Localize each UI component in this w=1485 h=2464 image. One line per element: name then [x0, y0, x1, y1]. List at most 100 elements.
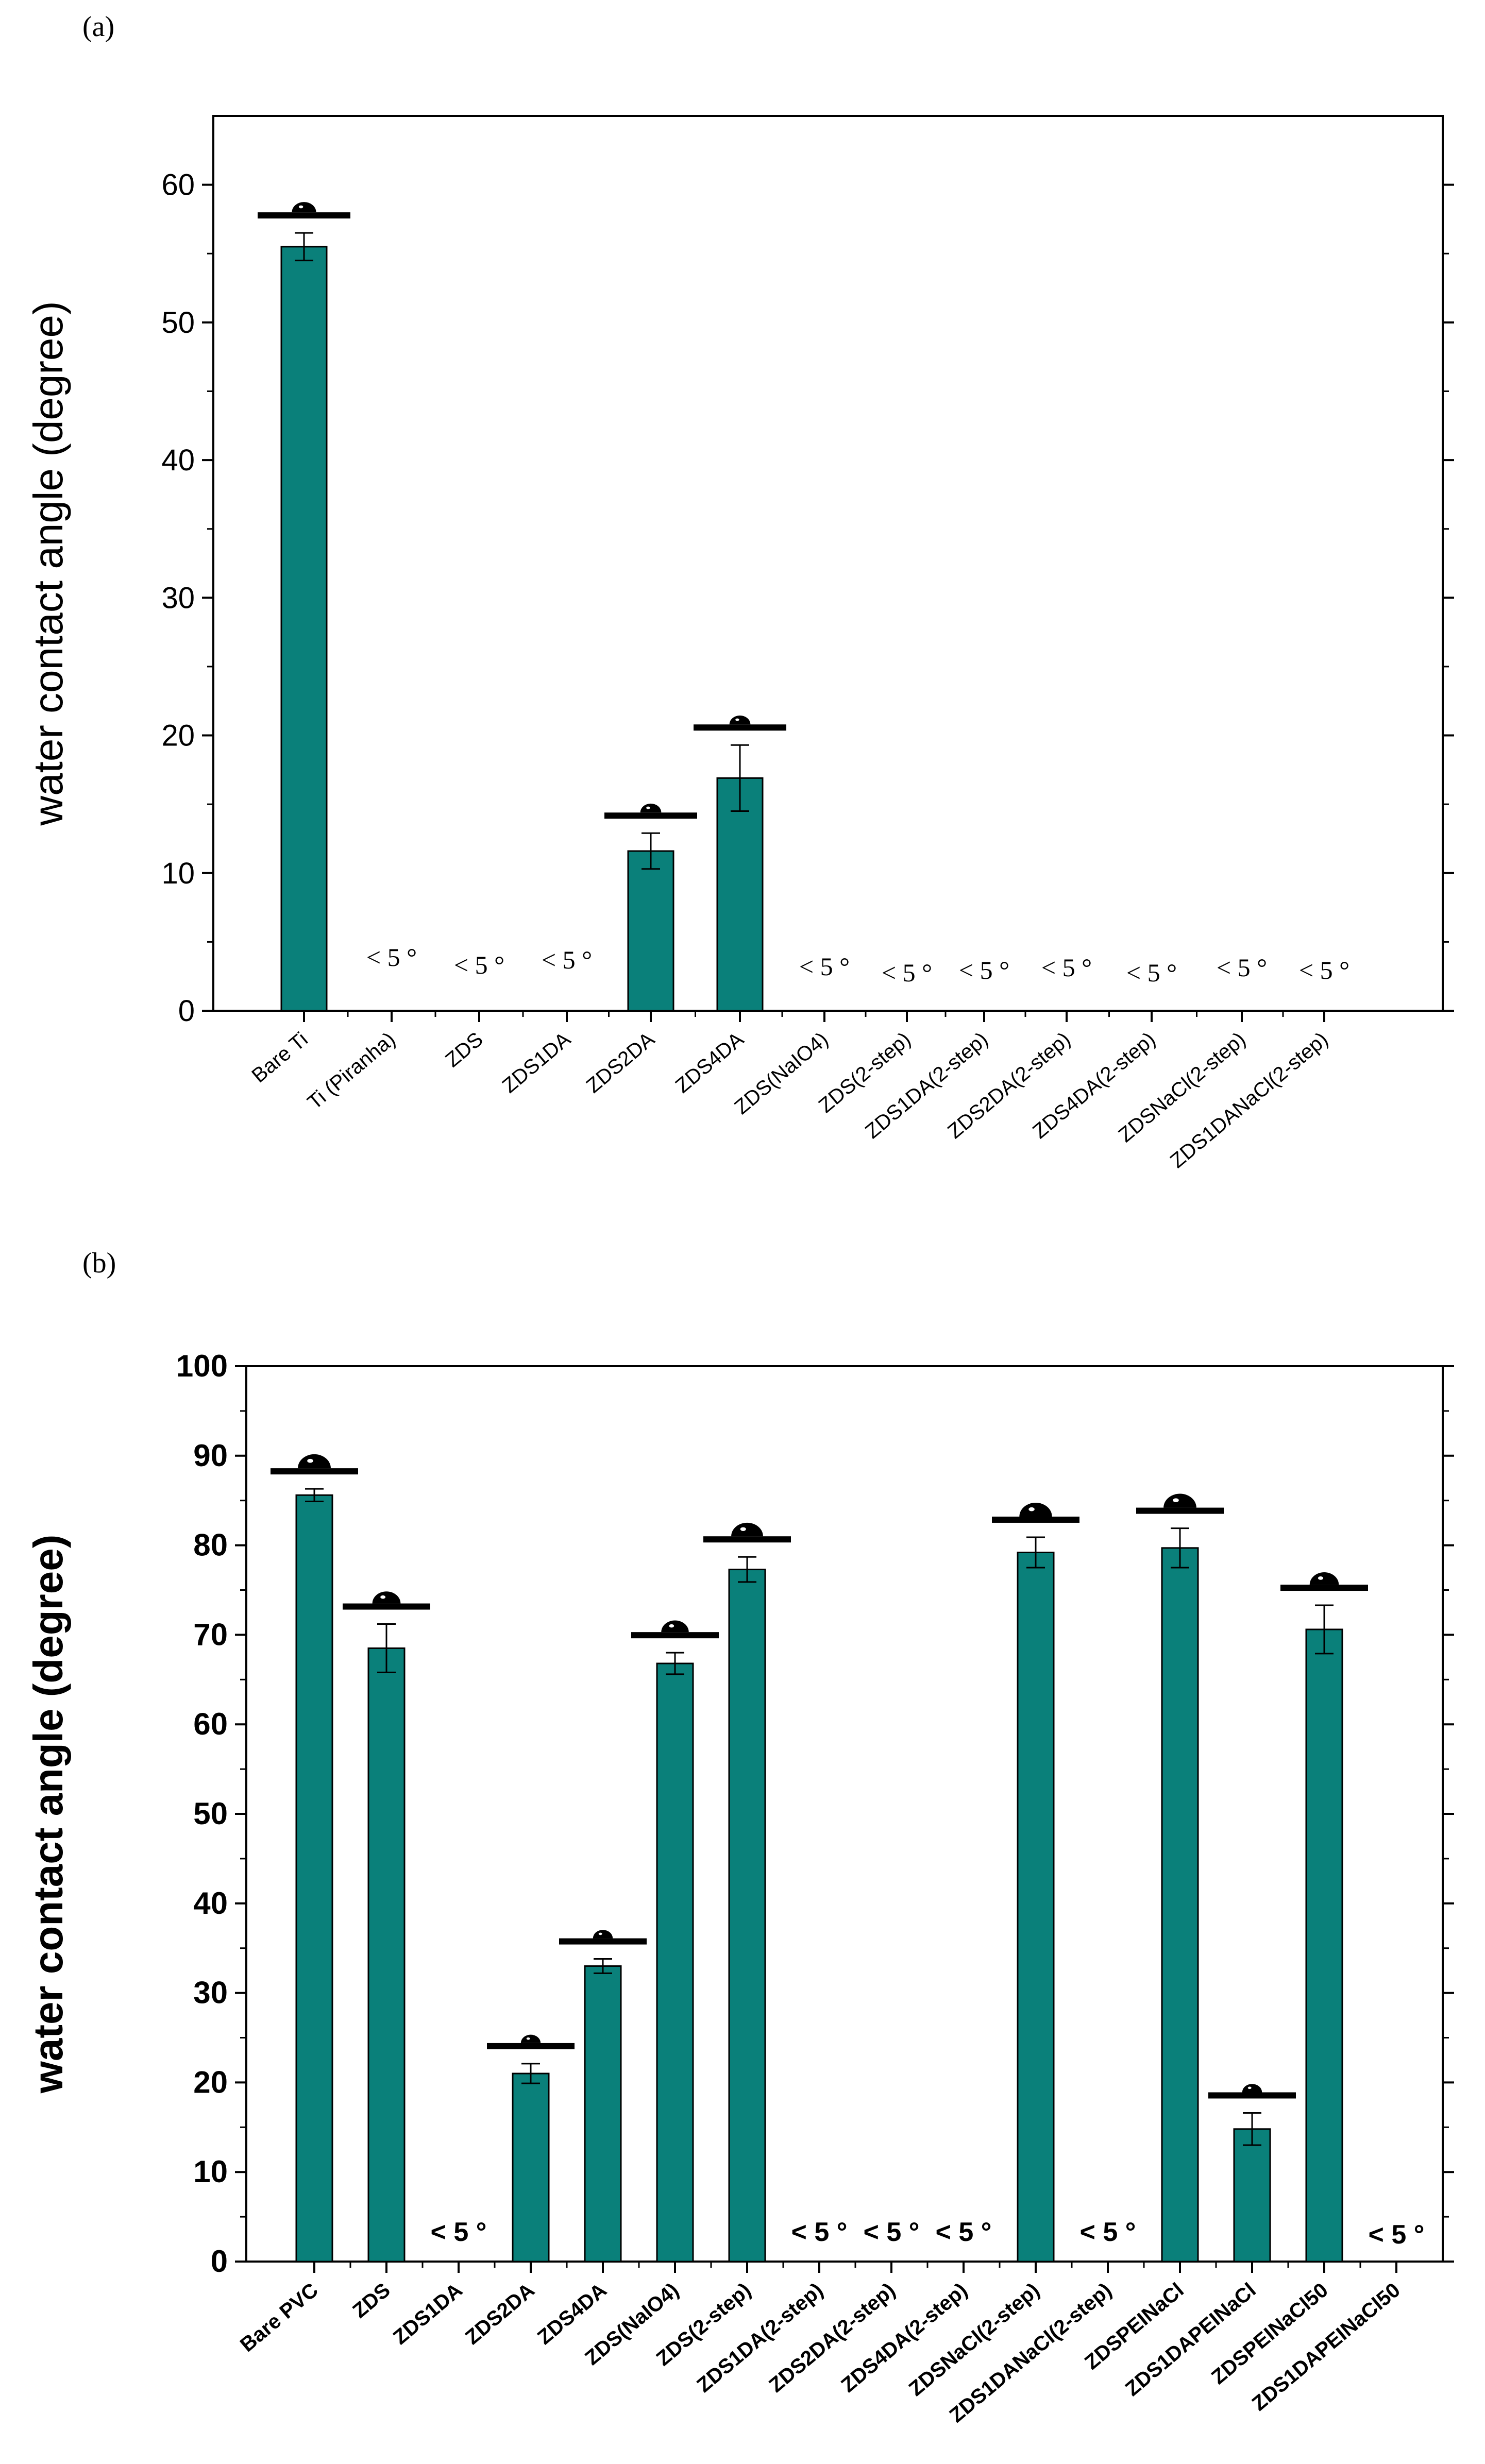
droplet-image — [1136, 1493, 1224, 1514]
y-tick-label: 50 — [193, 1796, 228, 1831]
droplet-highlight — [735, 718, 739, 721]
y-tick-label: 90 — [193, 1438, 228, 1473]
droplet-highlight — [1318, 1576, 1324, 1580]
below-detection-label: < 5 ° — [1217, 953, 1267, 982]
below-detection-label: < 5 ° — [431, 2217, 487, 2247]
droplet-shape — [661, 1620, 689, 1633]
droplet-shape — [640, 803, 662, 813]
below-detection-label: < 5 ° — [454, 950, 504, 979]
y-tick-label: 10 — [193, 2154, 228, 2189]
bar — [1305, 1628, 1343, 2263]
droplet-image — [258, 202, 350, 219]
below-detection-label: < 5 ° — [1041, 953, 1092, 982]
category-label: ZDS1DANaCl(2-step) — [1166, 1028, 1332, 1172]
bar — [1017, 1552, 1055, 2263]
y-tick-label: 60 — [193, 1707, 228, 1741]
y-tick-label: 30 — [193, 1976, 228, 2010]
below-detection-label: < 5 ° — [1126, 958, 1177, 987]
bar — [716, 777, 764, 1012]
panel-a: (a) 0 10 20 30 40 50 60 water contact angle (deg… — [25, 11, 1454, 1172]
plot-frame — [212, 115, 1444, 1012]
droplet-image — [1208, 2084, 1296, 2099]
droplet-highlight — [307, 1458, 313, 1463]
bar — [584, 1965, 622, 2263]
droplet-image — [604, 803, 697, 819]
below-detection-label: < 5 ° — [542, 945, 592, 974]
bar — [367, 1647, 406, 2263]
droplet-image — [487, 2034, 575, 2049]
droplet-substrate — [258, 212, 350, 219]
category-label: ZDS — [348, 2279, 395, 2322]
y-tick-label: 20 — [161, 719, 195, 753]
y-tick-label: 70 — [193, 1617, 228, 1652]
droplet-highlight — [1028, 1507, 1035, 1511]
y-tick-label: 10 — [161, 857, 195, 890]
droplet-highlight — [526, 2037, 530, 2040]
y-tick-label: 40 — [161, 444, 195, 477]
droplet-image — [559, 1930, 647, 1945]
droplet-substrate — [631, 1632, 719, 1639]
droplet-shape — [731, 1522, 763, 1537]
category-label: ZDS1DA(2-step) — [693, 2279, 828, 2397]
category-label: Bare PVC — [236, 2279, 323, 2356]
category-label: ZDS1DAPEINaCl — [1121, 2279, 1260, 2401]
y-tick-label: 50 — [161, 306, 195, 339]
droplet-image — [1280, 1572, 1368, 1591]
plot-frame — [245, 1365, 1444, 2263]
below-detection-label: < 5 ° — [791, 2217, 848, 2247]
droplet-image — [694, 715, 786, 731]
category-label: ZDS(NaIO4) — [730, 1028, 833, 1119]
droplet-image — [992, 1503, 1079, 1523]
y-tick-label: 40 — [193, 1886, 228, 1921]
category-label: ZDS4DA(2-step) — [837, 2279, 972, 2397]
droplet-shape — [593, 1930, 613, 1939]
below-detection-label: < 5 ° — [1299, 956, 1349, 984]
category-label: ZDS2DA — [461, 2279, 539, 2349]
category-label: ZDSNaCl(2-step) — [905, 2279, 1044, 2401]
droplet-highlight — [380, 1595, 386, 1599]
droplet-substrate — [703, 1536, 791, 1543]
bar — [728, 1569, 766, 2263]
droplet-shape — [520, 2034, 541, 2043]
below-detection-label: < 5 ° — [959, 956, 1009, 984]
droplet-shape — [372, 1591, 401, 1604]
category-label: ZDS4DA — [671, 1028, 748, 1097]
droplet-image — [631, 1620, 719, 1639]
panel-b: (b) 0 10 20 30 40 50 60 70 80 90 100 water contact a… — [25, 1247, 1454, 2427]
below-detection-label: < 5 ° — [882, 958, 932, 987]
droplet-shape — [292, 202, 316, 213]
below-detection-label: < 5 ° — [864, 2217, 920, 2247]
below-detection-label: < 5 ° — [1080, 2217, 1136, 2247]
droplet-substrate — [559, 1938, 647, 1945]
y-tick-label: 30 — [161, 581, 195, 615]
category-label: Bare Ti — [247, 1028, 312, 1087]
droplet-substrate — [1280, 1585, 1368, 1591]
droplet-image — [271, 1454, 358, 1475]
y-tick-label: 0 — [211, 2244, 228, 2279]
droplet-highlight — [740, 1527, 746, 1531]
y-axis-label: water contact angle (degree) — [25, 301, 71, 826]
droplet-highlight — [1247, 2086, 1252, 2089]
droplet-highlight — [646, 806, 650, 809]
category-label: ZDS2DA — [582, 1028, 659, 1097]
droplet-substrate — [487, 2043, 575, 2049]
bar — [512, 2072, 550, 2263]
below-detection-label: < 5 ° — [936, 2217, 992, 2247]
category-label: ZDS1DA — [498, 1028, 575, 1097]
droplet-shape — [298, 1454, 331, 1469]
y-tick-label: 20 — [193, 2065, 228, 2099]
category-label: ZDS1DA — [389, 2279, 467, 2349]
droplet-image — [343, 1591, 430, 1610]
droplet-highlight — [669, 1624, 674, 1628]
y-axis-label: water contact angle (degree) — [25, 1535, 71, 2094]
below-detection-label: < 5 ° — [1369, 2220, 1425, 2250]
droplet-shape — [1242, 2084, 1262, 2093]
droplet-image — [703, 1522, 791, 1543]
category-label: ZDS — [441, 1028, 487, 1072]
bar — [1233, 2128, 1271, 2263]
panel-label: (a) — [82, 11, 114, 43]
droplet-substrate — [694, 724, 786, 731]
droplet-highlight — [598, 1932, 602, 1935]
y-tick-label: 80 — [193, 1528, 228, 1562]
category-label: ZDS2DA(2-step) — [765, 2279, 900, 2397]
